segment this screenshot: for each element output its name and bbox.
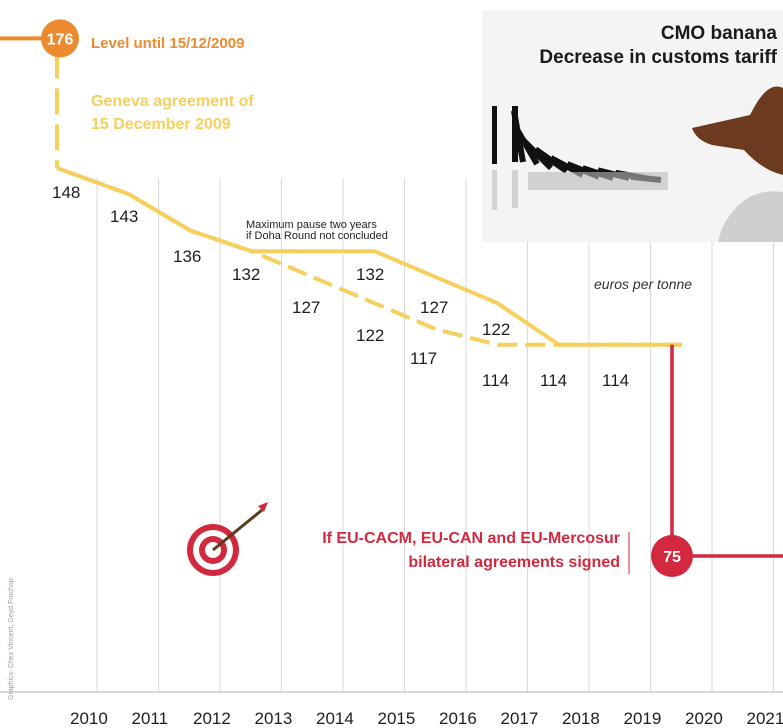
graphics-credit-text: Graphics: Chez Vincent, Geyd Fruchop: [8, 578, 15, 700]
badge-75-label: 75: [663, 549, 681, 566]
x-tick-label-2014: 2014: [316, 709, 354, 728]
pause-note: Maximum pause two years if Doha Round no…: [246, 220, 388, 242]
geneva-note-line-1: Geneva agreement of: [91, 93, 254, 110]
badge-75-circle: [651, 535, 693, 577]
domino-photo: [482, 10, 783, 242]
x-tick-label-2013: 2013: [255, 709, 293, 728]
badge-176: 176: [41, 19, 79, 58]
x-tick-label-2011: 2011: [132, 709, 169, 728]
units-note: euros per tonne: [594, 276, 693, 292]
badge-176-label: 176: [47, 31, 74, 48]
x-tick-label-2018: 2018: [562, 709, 600, 728]
chart-title: CMO banana Decrease in customs tariff: [539, 22, 777, 70]
x-tick-label-2017: 2017: [501, 709, 539, 728]
title-line-1: CMO banana: [660, 23, 777, 44]
geneva-note: Geneva agreement of 15 December 2009: [91, 90, 254, 136]
title-line-2: Decrease in customs tariff: [539, 47, 777, 68]
pause-note-line-1: Maximum pause two years: [246, 219, 377, 231]
point-label-2011-143: 143: [110, 207, 138, 226]
x-tick-label-2020: 2020: [685, 709, 723, 728]
point-label-2017-114: 114: [482, 371, 509, 390]
x-tick-label-2012: 2012: [193, 709, 231, 728]
pause-note-line-2: if Doha Round not concluded: [246, 230, 388, 242]
point-label-2019-114: 114: [602, 371, 629, 390]
bilateral-note-line-2: bilateral agreements signed: [408, 554, 620, 571]
x-tick-label-2016: 2016: [439, 709, 477, 728]
x-tick-label-2015: 2015: [378, 709, 416, 728]
point-label-2013-132: 132: [232, 265, 260, 284]
series-line-2: [56, 166, 682, 347]
target-dart: [212, 508, 263, 552]
badge-75: 75: [651, 535, 693, 577]
target-dart-fletch: [258, 502, 268, 512]
x-tick-label-2021: 2021: [747, 709, 783, 728]
point-label-2016-117: 117: [410, 349, 437, 368]
bilateral-note-line-1: If EU-CACM, EU-CAN and EU-Mercosur: [322, 530, 620, 547]
target-icon: [187, 502, 268, 576]
point-label-2015-122: 122: [356, 326, 384, 345]
point-label-2015-132: 132: [356, 265, 384, 284]
x-tick-label-2019: 2019: [624, 709, 662, 728]
point-label-2010-148: 148: [52, 183, 80, 202]
badge-176-circle: [41, 19, 79, 58]
point-label-2012-136: 136: [173, 247, 201, 266]
graphics-credit: Graphics: Chez Vincent, Geyd Fruchop: [8, 560, 22, 700]
point-label-2017-122: 122: [482, 320, 510, 339]
geneva-note-line-2: 15 December 2009: [91, 116, 231, 133]
bilateral-note: If EU-CACM, EU-CAN and EU-Mercosur bilat…: [244, 527, 620, 575]
level-note: Level until 15/12/2009: [91, 35, 245, 52]
point-label-2014-127: 127: [292, 298, 320, 317]
x-tick-label-2010: 2010: [70, 709, 108, 728]
point-label-2018-114: 114: [540, 371, 567, 390]
point-label-2016-127: 127: [420, 298, 448, 317]
